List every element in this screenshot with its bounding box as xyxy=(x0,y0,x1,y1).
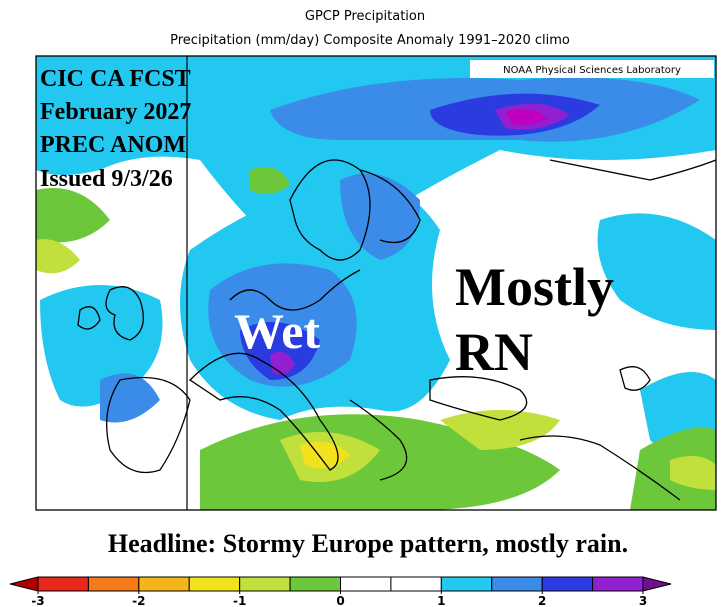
colorbar-segment xyxy=(390,576,442,592)
annotation: Wet xyxy=(234,303,320,359)
map: NOAA Physical Sciences Laboratory CIC CA… xyxy=(35,55,717,511)
colorbar-tick-label: -2 xyxy=(132,594,145,607)
colorbar-segment xyxy=(37,576,89,592)
colorbar-segment xyxy=(541,576,594,592)
colorbar-segment xyxy=(340,576,392,592)
forecast-label: PREC ANOM xyxy=(40,132,186,158)
forecast-label: CIC CA FCST xyxy=(40,66,191,92)
colorbar-tick-label: -3 xyxy=(31,594,44,607)
colorbar-segment xyxy=(138,576,190,592)
forecast-label: February 2027 xyxy=(40,99,191,125)
forecast-label: Issued 9/3/26 xyxy=(40,166,173,192)
colorbar-segment xyxy=(239,576,291,592)
colorbar-tick-label: 2 xyxy=(538,594,546,607)
subtitle: Precipitation (mm/day) Composite Anomaly… xyxy=(170,33,570,48)
title: GPCP Precipitation xyxy=(305,9,425,24)
annotation: RN xyxy=(455,322,533,382)
colorbar-under xyxy=(9,576,39,592)
colorbar-tick-label: 0 xyxy=(336,594,344,607)
colorbar-tick-label: 1 xyxy=(437,594,445,607)
colorbar-segment xyxy=(188,576,241,592)
colorbar: -3 -2 -1 0 1 2 3 xyxy=(9,576,672,607)
colorbar-over xyxy=(642,576,672,592)
colorbar-tick-label: 3 xyxy=(639,594,647,607)
colorbar-segment xyxy=(440,576,493,592)
headline: Headline: Stormy Europe pattern, mostly … xyxy=(108,529,628,558)
annotation: Mostly xyxy=(455,257,614,317)
colorbar-segment xyxy=(87,576,140,592)
colorbar-segment xyxy=(289,576,342,592)
credit: NOAA Physical Sciences Laboratory xyxy=(503,65,681,76)
colorbar-segment xyxy=(592,576,644,592)
colorbar-tick-label: -1 xyxy=(233,594,246,607)
colorbar-segment xyxy=(491,576,543,592)
